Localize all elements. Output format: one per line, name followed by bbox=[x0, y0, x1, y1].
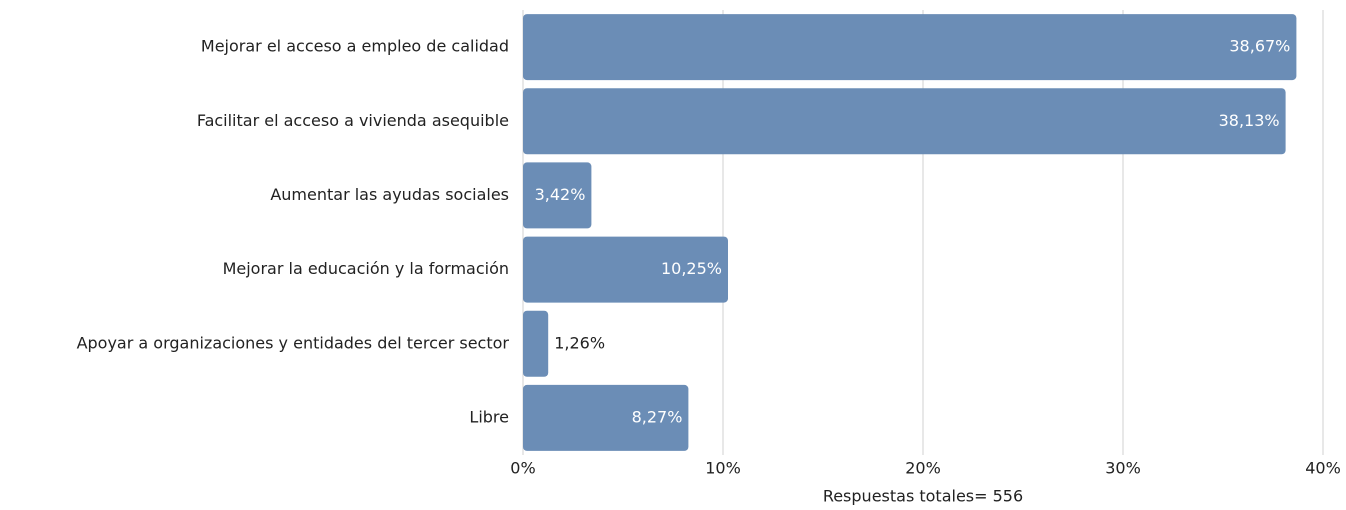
y-tick-label: Apoyar a organizaciones y entidades del … bbox=[77, 333, 510, 352]
y-tick-label: Libre bbox=[469, 407, 509, 426]
value-label: 38,13% bbox=[1219, 111, 1280, 130]
x-tick-label: 30% bbox=[1105, 459, 1141, 478]
bar bbox=[523, 384, 689, 451]
x-tick-label: 40% bbox=[1305, 459, 1341, 478]
bar bbox=[523, 14, 1297, 81]
value-label: 10,25% bbox=[661, 259, 722, 278]
value-label: 8,27% bbox=[632, 407, 683, 426]
bar bbox=[523, 162, 592, 229]
y-tick-label: Mejorar el acceso a empleo de calidad bbox=[201, 37, 509, 56]
y-tick-label: Facilitar el acceso a vivienda asequible bbox=[197, 111, 509, 130]
x-tick-label: 0% bbox=[510, 459, 535, 478]
bar bbox=[523, 310, 549, 377]
value-label: 3,42% bbox=[535, 185, 586, 204]
value-label: 1,26% bbox=[554, 333, 605, 352]
x-axis-label: Respuestas totales= 556 bbox=[823, 487, 1023, 506]
bar bbox=[523, 88, 1286, 155]
y-tick-label: Mejorar la educación y la formación bbox=[223, 259, 509, 278]
x-tick-label: 10% bbox=[705, 459, 741, 478]
x-tick-label: 20% bbox=[905, 459, 941, 478]
bar bbox=[523, 236, 728, 303]
value-label: 38,67% bbox=[1229, 37, 1290, 56]
y-tick-label: Aumentar las ayudas sociales bbox=[270, 185, 509, 204]
